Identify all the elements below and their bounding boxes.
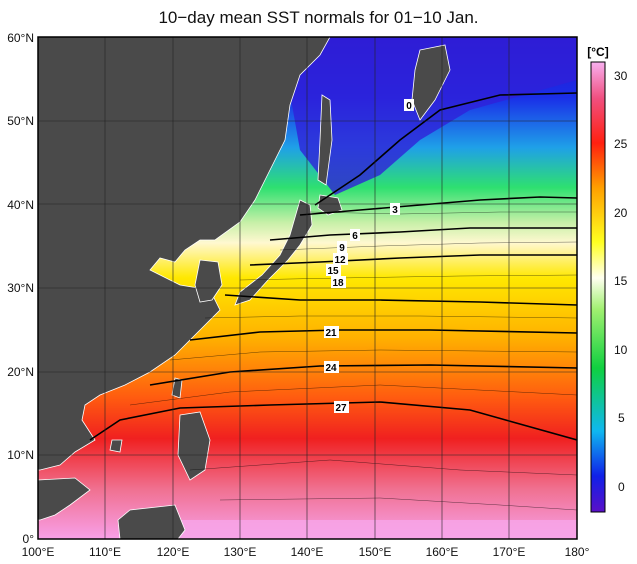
contour-label-18: 18 (332, 278, 344, 289)
lat-tick-40n: 40°N (7, 198, 34, 212)
isotherms (89, 92, 577, 441)
map-title: 10−day mean SST normals for 01−10 Jan. (158, 8, 479, 27)
cold-region (280, 37, 577, 195)
contour-label-27: 27 (335, 403, 347, 414)
colorbar-tick-15: 15 (614, 274, 628, 288)
colorbar-tick-5: 5 (618, 411, 625, 425)
contour-label-24: 24 (325, 363, 337, 374)
lat-tick-50n: 50°N (7, 114, 34, 128)
lon-axis: 100°E 110°E 120°E 130°E 140°E 150°E 160°… (22, 545, 590, 559)
land (38, 37, 451, 539)
lon-tick-150e: 150°E (359, 545, 392, 559)
lat-tick-30n: 30°N (7, 281, 34, 295)
warm-pool (150, 520, 577, 539)
lat-tick-60n: 60°N (7, 31, 34, 45)
contour-label-0: 0 (406, 101, 412, 112)
contour-label-12: 12 (334, 255, 346, 266)
contour-labels: 0 3 6 9 12 15 18 21 24 27 (324, 99, 414, 414)
contour-label-21: 21 (325, 328, 337, 339)
contour-label-6: 6 (352, 231, 358, 242)
lon-tick-140e: 140°E (291, 545, 324, 559)
lat-tick-20n: 20°N (7, 365, 34, 379)
lon-tick-110e: 110°E (89, 545, 121, 559)
lat-tick-10n: 10°N (7, 448, 34, 462)
colorbar-gradient (590, 61, 606, 513)
map-frame (37, 36, 578, 540)
lat-tick-0: 0° (23, 532, 35, 546)
minor-isotherms (129, 211, 577, 511)
colorbar-tick-25: 25 (614, 137, 628, 151)
lon-tick-170e: 170°E (493, 545, 526, 559)
contour-label-9: 9 (339, 243, 345, 254)
lon-tick-130e: 130°E (224, 545, 257, 559)
lon-tick-180: 180° (565, 545, 590, 559)
colorbar-tick-20: 20 (614, 206, 628, 220)
graticule (38, 37, 577, 539)
map-plot-area (38, 37, 577, 539)
colorbar: [°C] 30 25 20 15 10 5 0 (587, 45, 628, 513)
colorbar-tick-10: 10 (614, 343, 628, 357)
colorbar-unit: [°C] (587, 45, 608, 59)
colorbar-tick-30: 30 (614, 69, 628, 83)
lon-tick-160e: 160°E (426, 545, 459, 559)
lon-tick-120e: 120°E (157, 545, 190, 559)
lon-tick-100e: 100°E (22, 545, 55, 559)
lat-axis: 60°N 50°N 40°N 30°N 20°N 10°N 0° (7, 31, 34, 546)
contour-label-15: 15 (327, 266, 339, 277)
colorbar-tick-0: 0 (618, 480, 625, 494)
contour-label-3: 3 (392, 205, 398, 216)
